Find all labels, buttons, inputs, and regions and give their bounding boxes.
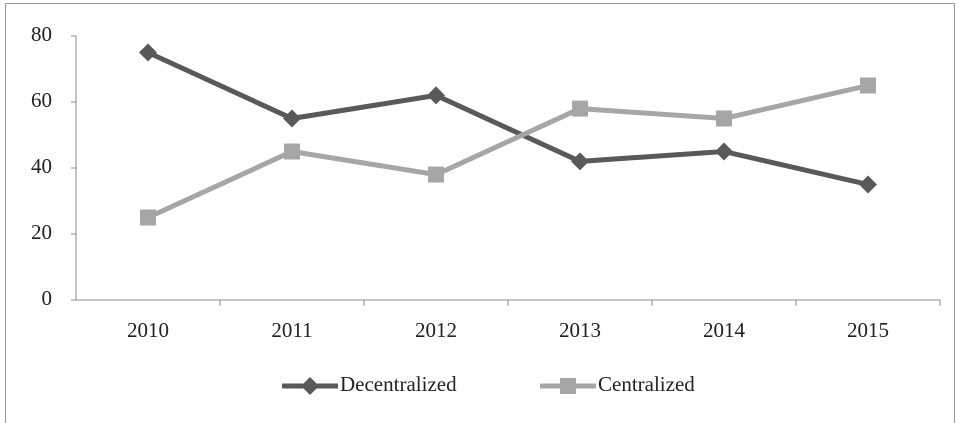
data-point (283, 109, 301, 128)
data-point (860, 77, 876, 94)
y-tick-label: 0 (42, 286, 53, 310)
data-point (716, 110, 732, 127)
data-point (859, 175, 877, 194)
series-line (146, 50, 869, 187)
legend-marker (301, 377, 319, 395)
y-tick-label: 20 (31, 220, 52, 244)
chart-frame (5, 3, 955, 423)
legend-label: Centralized (598, 372, 695, 396)
x-tick-label: 2012 (415, 318, 457, 342)
data-point (572, 100, 588, 117)
legend-marker (560, 378, 576, 394)
x-tick-label: 2015 (847, 318, 889, 342)
data-point (427, 86, 445, 105)
legend-label: Decentralized (340, 372, 457, 396)
y-tick-label: 80 (31, 22, 52, 46)
y-tick-label: 40 (31, 154, 52, 178)
x-tick-label: 2010 (127, 318, 169, 342)
x-tick-label: 2013 (559, 318, 601, 342)
y-tick-label: 60 (31, 88, 52, 112)
x-tick-label: 2014 (703, 318, 746, 342)
data-point (715, 142, 733, 161)
data-point (140, 209, 156, 226)
data-point (571, 152, 589, 171)
x-tick-label: 2011 (271, 318, 312, 342)
data-point (284, 143, 300, 160)
data-point (139, 43, 157, 62)
series-line (146, 83, 869, 220)
data-point (428, 166, 444, 183)
